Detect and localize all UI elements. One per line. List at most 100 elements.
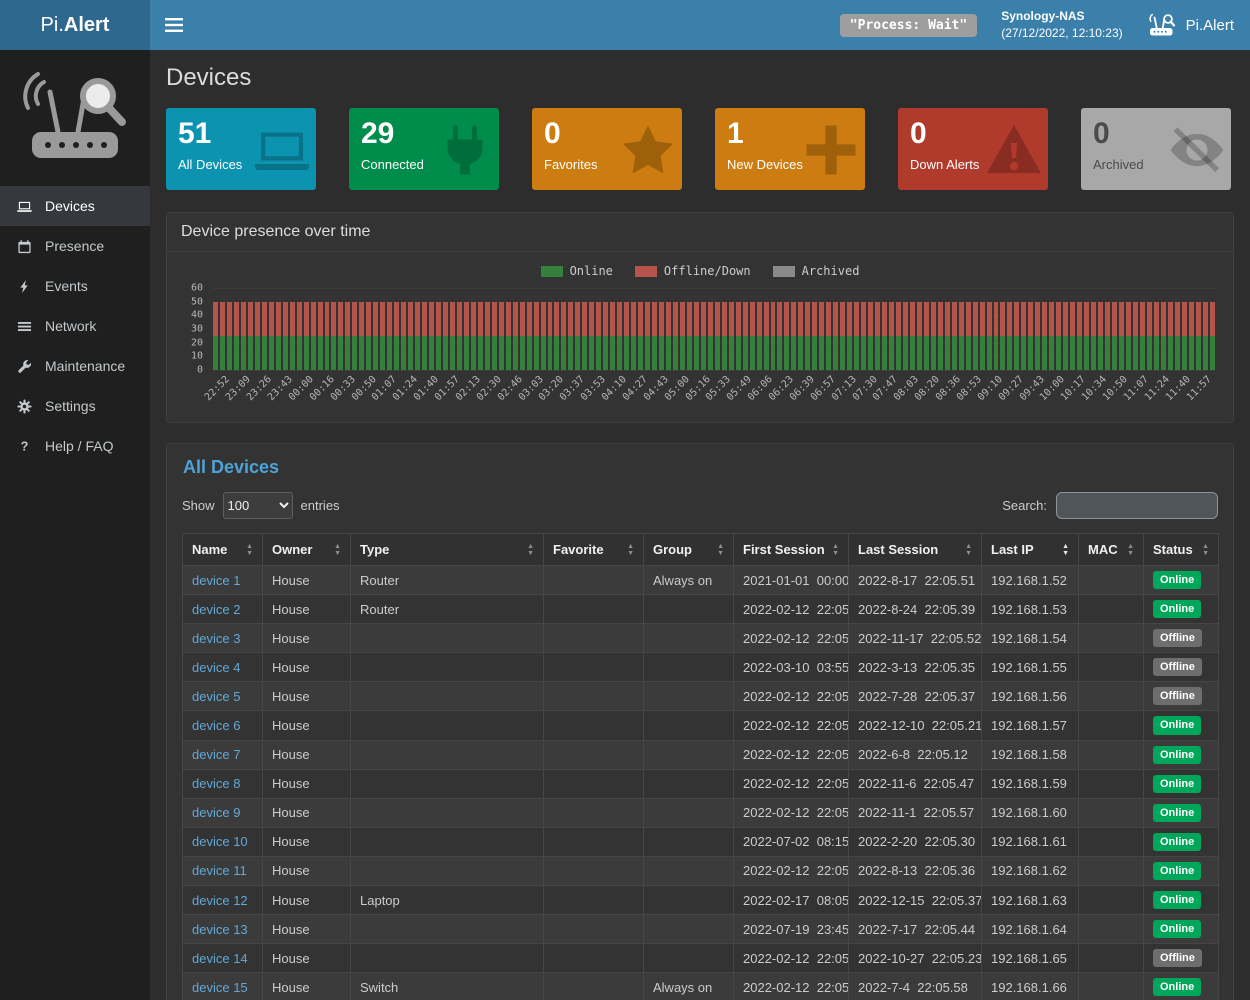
device-link[interactable]: device 7 [192,747,241,763]
cell-name: device 15 [182,972,263,1000]
host-name: Synology-NAS [1001,8,1085,23]
sidebar-item-network[interactable]: Network [0,306,150,346]
sidebar-item-devices[interactable]: Devices [0,186,150,226]
presence-bar [895,301,901,370]
gridline [213,315,1215,317]
cell-type: Laptop [350,885,544,916]
sidebar-item-events[interactable]: Events [0,266,150,306]
sidebar-item-settings[interactable]: Settings [0,386,150,426]
column-header-type[interactable]: Type ▲ ▼ [350,533,544,566]
status-badge: Online [1153,600,1202,619]
cell-owner: House [262,564,351,596]
column-header-last-session[interactable]: Last Session ▲ ▼ [848,533,982,566]
presence-bar [784,301,790,370]
page-length-select[interactable]: 100 [222,492,293,519]
device-link[interactable]: device 8 [192,776,241,792]
device-link[interactable]: device 10 [192,834,248,850]
presence-bar [1021,301,1027,370]
summary-box-favorites[interactable]: 0 Favorites [532,108,682,190]
device-link[interactable]: device 13 [192,921,248,937]
column-header-first-session[interactable]: First Session ▲ ▼ [733,533,849,566]
column-header-mac[interactable]: MAC ▲ ▼ [1078,533,1144,566]
sidebar-toggle-button[interactable] [150,0,198,50]
device-link[interactable]: device 11 [192,863,247,879]
sort-icon: ▲ ▼ [627,542,634,557]
table-row: device 4 House 2022-03-10 03:55 2022-3-13 2… [182,652,1219,683]
cell-first-session: 2022-02-12 22:05 [733,739,849,770]
presence-bar [1007,301,1013,370]
column-header-status[interactable]: Status ▲ ▼ [1143,533,1219,566]
presence-bar [254,301,260,370]
column-header-favorite[interactable]: Favorite ▲ ▼ [543,533,644,566]
device-link[interactable]: device 4 [192,659,241,675]
presence-bar [408,301,414,370]
presence-bar [317,301,323,370]
sidebar-item-label: Presence [45,238,105,254]
summary-box-new-devices[interactable]: 1 New Devices [715,108,865,190]
column-header-name[interactable]: Name ▲ ▼ [182,533,263,566]
device-link[interactable]: device 12 [192,892,248,908]
presence-bar [498,301,504,370]
cell-last-ip: 192.168.1.54 [981,623,1079,654]
device-link[interactable]: device 3 [192,630,241,646]
cell-favorite [543,885,644,916]
search-input[interactable] [1056,492,1218,519]
presence-bar [1014,301,1020,370]
presence-bar [875,301,880,370]
cell-favorite [543,564,644,596]
column-header-group[interactable]: Group ▲ ▼ [643,533,734,566]
sidebar-item-label: Network [45,318,97,334]
device-link[interactable]: device 9 [192,805,241,821]
plus-icon [803,122,859,183]
column-header-last-ip[interactable]: Last IP ▲ ▼ [981,533,1079,566]
device-link[interactable]: device 2 [192,601,241,617]
presence-bar [540,301,546,370]
presence-bar [1202,301,1208,370]
summary-box-connected[interactable]: 29 Connected [349,108,499,190]
legend-label: Offline/Down [663,264,751,278]
cell-last-session: 2022-8-17 22:05.51 [848,564,982,596]
app-identity[interactable]: Pi.Alert [1147,12,1234,38]
sidebar-item-maintenance[interactable]: Maintenance [0,346,150,386]
cell-name: device 6 [182,710,263,741]
sidebar-item-presence[interactable]: Presence [0,226,150,266]
table-row: device 8 House 2022-02-12 22:05 2022-11-6 2… [182,768,1219,799]
device-link[interactable]: device 14 [192,950,248,966]
status-badge: Online [1153,832,1202,851]
device-link[interactable]: device 15 [192,979,248,995]
device-link[interactable]: device 5 [192,688,241,704]
column-label: Last IP [991,542,1034,557]
presence-bar [261,301,267,370]
presence-bar [791,301,797,370]
router-scan-icon [1149,13,1175,36]
cell-last-ip: 192.168.1.56 [981,681,1079,712]
column-header-owner[interactable]: Owner ▲ ▼ [262,533,351,566]
presence-bar [679,301,685,370]
cell-favorite [543,739,644,770]
brand-prefix: Pi. [40,13,64,36]
presence-bar [1146,301,1152,370]
cell-last-session: 2022-7-28 22:05.37 [848,681,982,712]
cell-name: device 1 [182,564,263,596]
summary-box-archived[interactable]: 0 Archived [1081,108,1231,190]
presence-bar [491,301,497,370]
cell-group [643,855,734,887]
brand-logo[interactable]: Pi. Alert [0,0,150,50]
column-label: Type [360,542,390,557]
summary-box-all-devices[interactable]: 51 All Devices [166,108,316,190]
presence-bar [219,301,225,370]
presence-bar [993,301,999,370]
cell-last-ip: 192.168.1.63 [981,885,1079,916]
status-badge: Online [1153,891,1202,910]
device-link[interactable]: device 1 [192,572,241,588]
presence-bar [275,301,281,370]
chart-bars [213,288,1215,370]
summary-box-down-alerts[interactable]: 0 Down Alerts [898,108,1048,190]
sidebar-item-help-faq[interactable]: ? Help / FAQ [0,426,150,466]
device-link[interactable]: device 6 [192,718,241,734]
cell-first-session: 2022-02-12 22:05 [733,972,849,1000]
cell-first-session: 2022-02-12 22:05 [733,594,849,625]
laptop-icon [254,122,310,183]
cell-group [643,739,734,770]
summary-box-label: Archived [1093,156,1144,172]
